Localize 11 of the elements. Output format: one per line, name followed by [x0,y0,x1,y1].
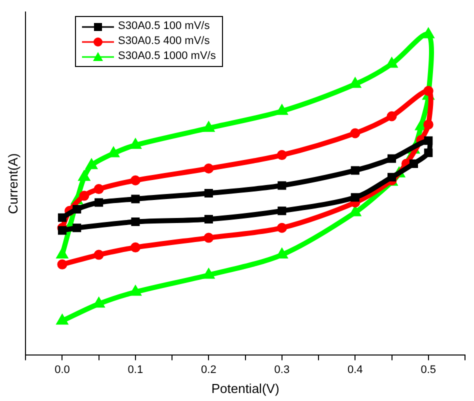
x-tick-label: 0.5 [420,364,436,376]
x-tick-label: 0.2 [201,364,216,376]
legend-label: S30A0.5 400 mV/s [118,34,210,49]
x-tick-label: 0.3 [274,364,290,376]
x-tick-label: 0.1 [128,364,144,376]
legend-label: S30A0.5 100 mV/s [118,19,210,34]
x-tick-label: 0.4 [348,364,363,376]
x-tick-label: 0.0 [54,364,70,376]
x-axis-title: Potential(V) [211,380,280,396]
legend-label: S30A0.5 1000 mV/s [118,49,216,64]
y-axis-title: Current(A) [5,153,20,214]
